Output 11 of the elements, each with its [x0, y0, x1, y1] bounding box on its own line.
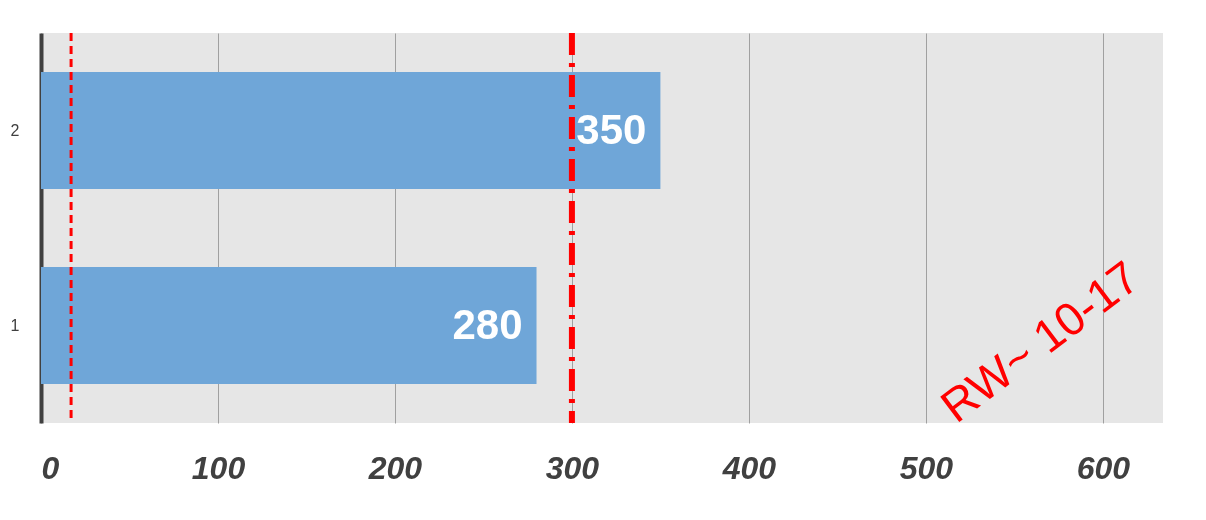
x-tick-label: 200 — [367, 449, 423, 486]
y-tick-label: 1 — [10, 316, 20, 334]
x-tick-label: 100 — [191, 449, 246, 486]
x-tick-label: 0 — [41, 449, 60, 486]
data-label: 280 — [452, 300, 523, 348]
y-tick-label: 2 — [10, 121, 20, 139]
x-tick-label: 600 — [1076, 449, 1131, 486]
x-tick-label: 500 — [899, 449, 954, 486]
x-tick-label: 400 — [721, 449, 777, 486]
x-tick-label: 300 — [545, 449, 600, 486]
data-label: 350 — [576, 105, 647, 153]
